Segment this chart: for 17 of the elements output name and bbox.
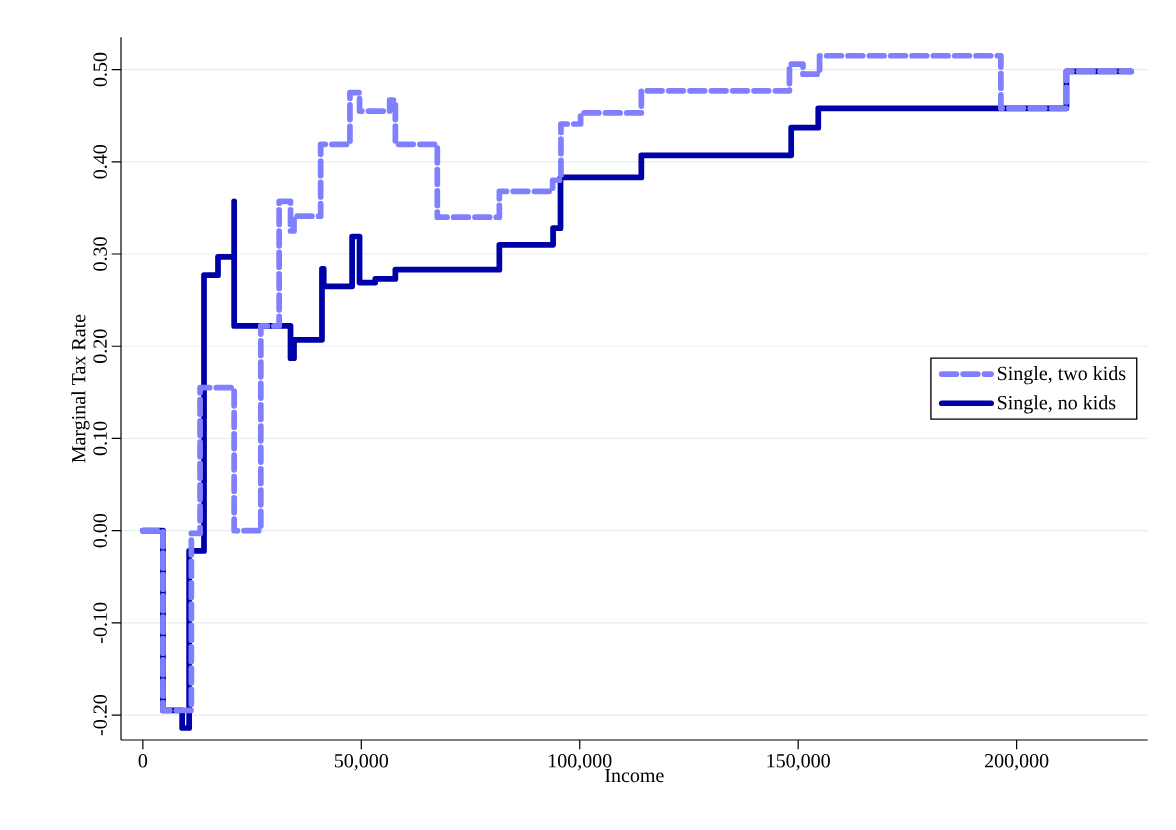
y-tick-label: 0.00 [93,513,107,548]
y-tick-label: 0.30 [93,237,107,271]
y-axis-title: Marginal Tax Rate [71,314,90,463]
x-tick-label: 200,000 [984,754,1049,771]
x-tick-label: 50,000 [334,754,389,771]
x-tick-label: 150,000 [767,754,830,771]
y-tick-label: -0.20 [93,695,107,736]
y-tick-label: 0.40 [93,145,107,179]
x-tick-label: 100,000 [548,754,612,771]
y-tick-label: 0.10 [93,421,107,456]
x-axis-title: Income [605,768,664,783]
y-tick-label: 0.50 [93,52,107,87]
legend-label: Single, two kids [997,366,1126,385]
y-tick-label: 0.20 [93,329,107,363]
legend-label: Single, no kids [997,395,1116,414]
x-tick-label: 0 [138,754,148,768]
y-tick-label: -0.10 [93,602,107,643]
